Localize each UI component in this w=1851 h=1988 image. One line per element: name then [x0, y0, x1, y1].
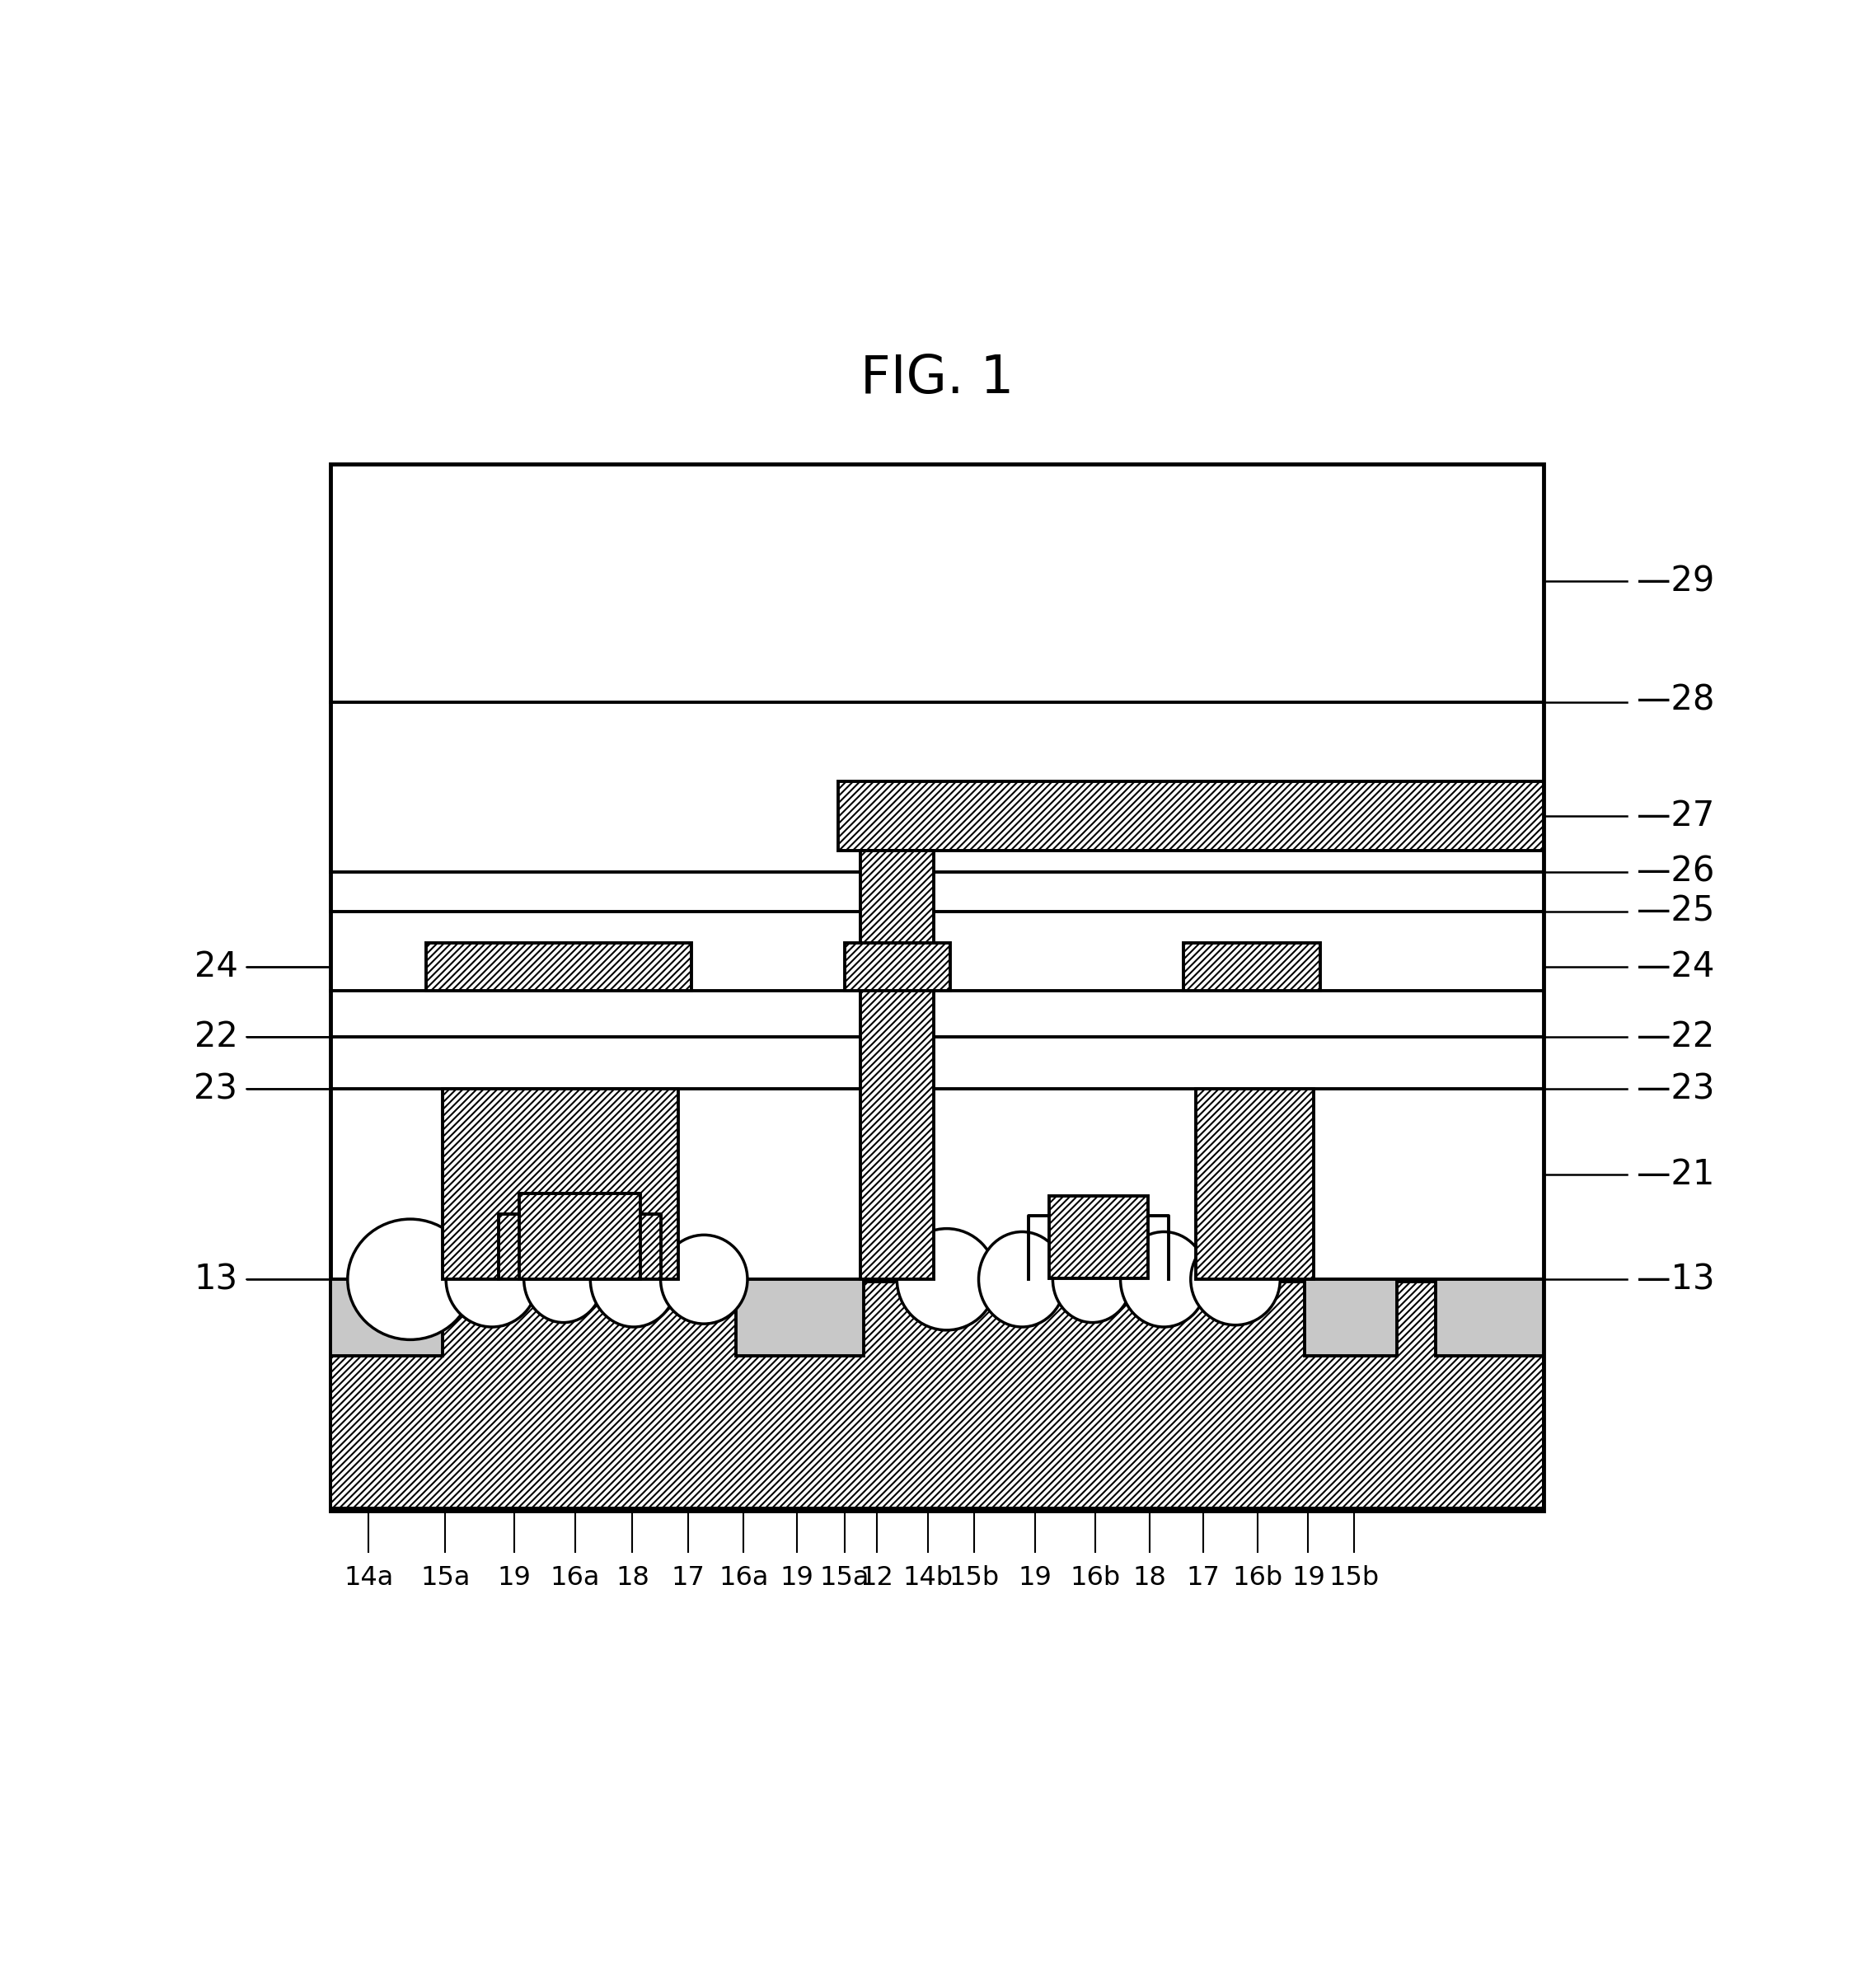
Bar — [426, 942, 690, 990]
Bar — [861, 851, 935, 1280]
Text: 18: 18 — [616, 1565, 650, 1590]
Text: —13: —13 — [1636, 1262, 1714, 1296]
Text: 17: 17 — [1186, 1565, 1220, 1590]
Bar — [844, 942, 950, 990]
Text: FIG. 1: FIG. 1 — [861, 352, 1014, 404]
Text: —28: —28 — [1636, 684, 1714, 718]
Text: 19: 19 — [1292, 1565, 1325, 1590]
Ellipse shape — [1190, 1235, 1281, 1326]
Text: 24: 24 — [194, 950, 237, 984]
Ellipse shape — [1120, 1233, 1207, 1326]
Text: 12: 12 — [859, 1565, 894, 1590]
Bar — [329, 463, 1544, 1511]
Text: 22: 22 — [194, 1020, 237, 1054]
Text: 19: 19 — [498, 1565, 531, 1590]
Text: 19: 19 — [1018, 1565, 1051, 1590]
Bar — [1435, 1280, 1544, 1356]
Ellipse shape — [898, 1229, 996, 1330]
Text: 15a: 15a — [420, 1565, 470, 1590]
Text: 18: 18 — [1133, 1565, 1166, 1590]
Bar — [1305, 1280, 1398, 1356]
Bar — [518, 1193, 640, 1280]
Text: 19: 19 — [779, 1565, 813, 1590]
Text: 23: 23 — [194, 1072, 237, 1105]
Bar — [329, 1280, 442, 1356]
Text: —21: —21 — [1636, 1157, 1714, 1193]
Bar — [1050, 1195, 1148, 1278]
Text: 16a: 16a — [718, 1565, 768, 1590]
Ellipse shape — [524, 1237, 603, 1322]
Text: 15b: 15b — [950, 1565, 1000, 1590]
Text: —29: —29 — [1636, 565, 1714, 598]
Text: —25: —25 — [1636, 895, 1714, 928]
Bar — [1183, 942, 1320, 990]
Text: 16b: 16b — [1070, 1565, 1120, 1590]
Bar — [737, 1280, 864, 1356]
Ellipse shape — [446, 1233, 539, 1326]
Text: —23: —23 — [1636, 1072, 1714, 1105]
Text: 15a: 15a — [820, 1565, 870, 1590]
Text: 17: 17 — [672, 1565, 705, 1590]
Text: 16a: 16a — [550, 1565, 600, 1590]
Ellipse shape — [661, 1235, 748, 1324]
Text: —24: —24 — [1636, 950, 1714, 984]
Text: —26: —26 — [1636, 855, 1714, 889]
Text: 15b: 15b — [1329, 1565, 1379, 1590]
Ellipse shape — [590, 1233, 677, 1326]
Text: —27: —27 — [1636, 799, 1714, 833]
Bar — [442, 1089, 679, 1280]
Ellipse shape — [348, 1219, 472, 1340]
Bar — [839, 781, 1544, 851]
Ellipse shape — [1053, 1237, 1133, 1322]
Text: —22: —22 — [1636, 1020, 1714, 1054]
Bar — [329, 1282, 1544, 1509]
Text: 16b: 16b — [1233, 1565, 1283, 1590]
Ellipse shape — [979, 1233, 1066, 1326]
Text: 14b: 14b — [903, 1565, 953, 1590]
Text: 14a: 14a — [344, 1565, 394, 1590]
Bar — [1196, 1089, 1314, 1280]
Text: 13: 13 — [194, 1262, 237, 1296]
Bar — [329, 1280, 1544, 1511]
